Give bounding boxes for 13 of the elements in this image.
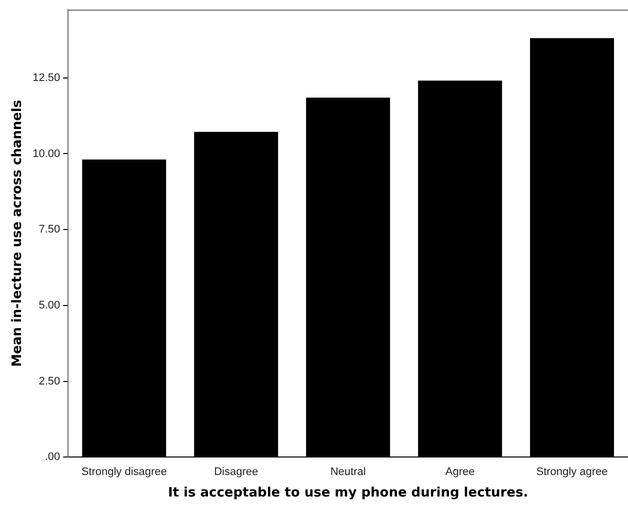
y-tick-label: 12.50 <box>32 72 60 84</box>
y-tick-label: 5.00 <box>38 300 60 312</box>
x-tick-label: Strongly disagree <box>81 466 167 478</box>
x-tick-label: Strongly agree <box>536 466 608 478</box>
y-tick-label: 2.50 <box>38 375 60 388</box>
y-axis-title: Mean in-lecture use across channels <box>10 100 26 367</box>
x-tick-label: Disagree <box>214 466 258 478</box>
y-tick-label: 10.00 <box>32 148 60 160</box>
x-tick-label: Agree <box>445 466 475 478</box>
y-tick-label: 7.50 <box>38 224 60 236</box>
y-tick-label: .00 <box>44 451 60 464</box>
x-axis-title: It is acceptable to use my phone during lectures. <box>168 486 528 501</box>
x-tick-label: Neutral <box>330 466 366 478</box>
